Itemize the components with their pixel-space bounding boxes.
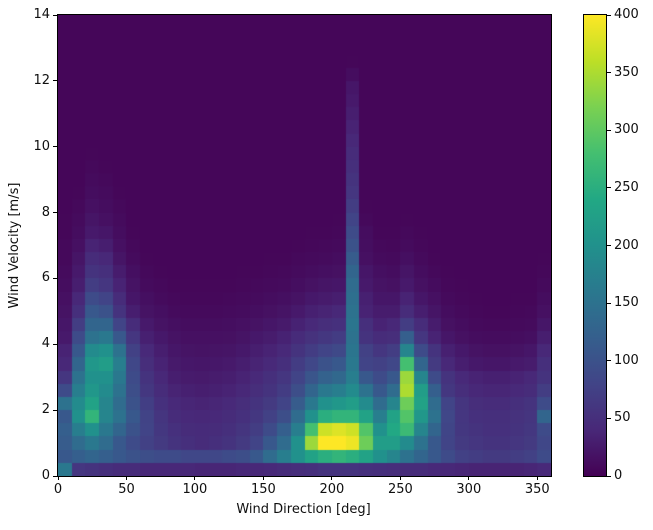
y-tick-14-mark — [53, 14, 57, 16]
x-tick-200-label: 200 — [319, 482, 345, 497]
colorbar-tick-400-mark — [607, 14, 611, 16]
x-tick-0-label: 0 — [53, 482, 63, 497]
colorbar-tick-0-mark — [607, 475, 611, 477]
y-tick-2-label: 2 — [41, 402, 50, 418]
x-tick-300-mark — [468, 476, 470, 480]
y-tick-0-mark — [53, 475, 57, 477]
x-tick-350-label: 350 — [524, 482, 550, 497]
y-tick-4-label: 4 — [41, 336, 50, 352]
x-tick-100-label: 100 — [182, 482, 208, 497]
y-tick-8-mark — [53, 212, 57, 214]
colorbar-tick-300-label: 300 — [614, 122, 639, 138]
y-tick-10-label: 10 — [33, 138, 50, 154]
colorbar-tick-50-mark — [607, 417, 611, 419]
y-tick-6-label: 6 — [41, 270, 50, 286]
x-tick-350-mark — [536, 476, 538, 480]
plot-area — [57, 14, 552, 477]
y-tick-14-label: 14 — [33, 7, 50, 22]
y-tick-6-mark — [53, 277, 57, 279]
colorbar-tick-0-label: 0 — [614, 468, 623, 483]
colorbar-tick-300-mark — [607, 129, 611, 131]
colorbar — [583, 14, 607, 477]
colorbar-tick-350-mark — [607, 72, 611, 74]
colorbar-tick-50-label: 50 — [614, 410, 631, 426]
x-tick-250-mark — [399, 476, 401, 480]
x-tick-250-label: 250 — [387, 482, 413, 497]
x-tick-150-label: 150 — [250, 482, 276, 497]
colorbar-tick-100-label: 100 — [614, 352, 639, 368]
colorbar-tick-250-label: 250 — [614, 179, 639, 195]
x-tick-50-label: 50 — [118, 482, 135, 497]
colorbar-tick-400-label: 400 — [614, 7, 639, 22]
colorbar-tick-250-mark — [607, 187, 611, 189]
y-tick-12-mark — [53, 80, 57, 82]
x-axis-title: Wind Direction [deg] — [236, 502, 371, 517]
colorbar-tick-200-mark — [607, 245, 611, 246]
y-tick-10-mark — [53, 146, 57, 148]
colorbar-tick-200-label: 200 — [614, 237, 639, 253]
x-tick-50-mark — [125, 476, 127, 480]
x-tick-300-label: 300 — [456, 482, 482, 497]
y-axis-title: Wind Velocity [m/s] — [7, 182, 22, 309]
y-tick-2-mark — [53, 409, 57, 411]
x-tick-150-mark — [262, 476, 264, 480]
heatmap-canvas — [58, 15, 551, 476]
x-tick-200-mark — [331, 476, 333, 480]
y-tick-12-label: 12 — [33, 72, 50, 88]
y-tick-4-mark — [53, 343, 57, 345]
x-tick-0-mark — [57, 476, 59, 480]
colorbar-tick-350-label: 350 — [614, 64, 639, 80]
colorbar-tick-150-mark — [607, 302, 611, 304]
y-tick-0-label: 0 — [41, 468, 50, 483]
x-tick-100-mark — [194, 476, 196, 480]
colorbar-tick-100-mark — [607, 360, 611, 362]
colorbar-tick-150-label: 150 — [614, 295, 639, 311]
y-tick-8-label: 8 — [41, 204, 50, 220]
